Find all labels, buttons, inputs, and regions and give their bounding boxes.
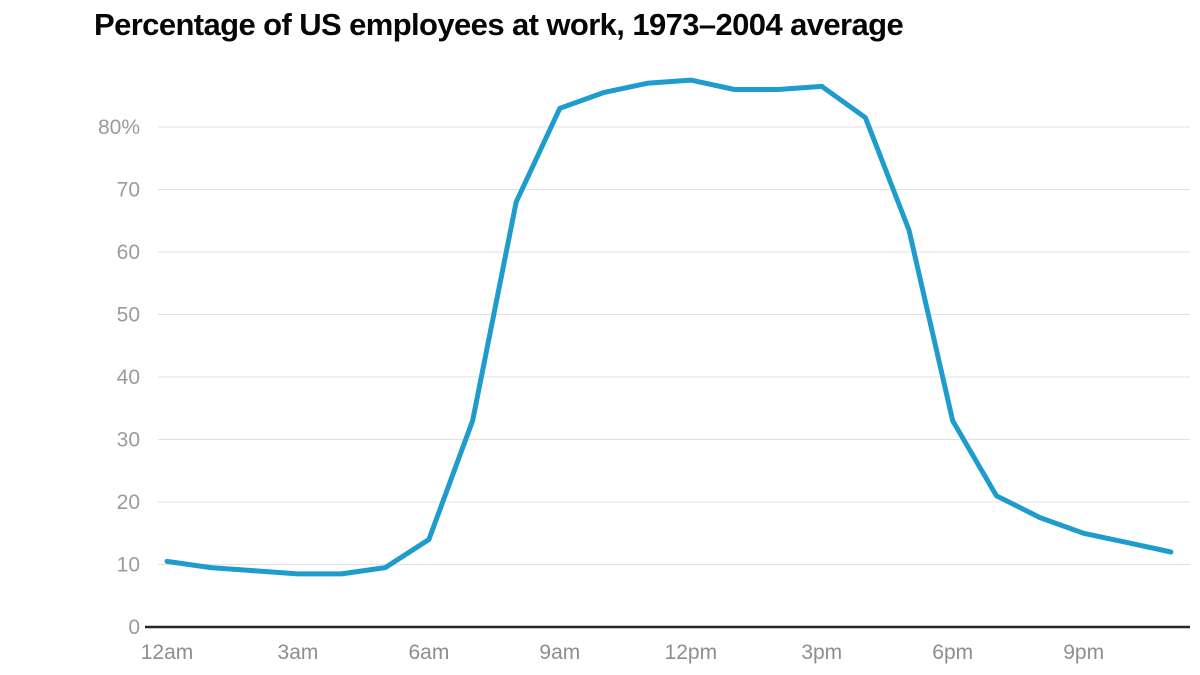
x-tick-label: 9pm	[1063, 641, 1104, 664]
x-tick-label: 6am	[408, 641, 449, 664]
y-tick-label: 70	[117, 179, 140, 202]
y-tick-label: 40	[117, 366, 140, 389]
x-tick-label: 3pm	[801, 641, 842, 664]
x-tick-label: 9am	[539, 641, 580, 664]
y-tick-label: 30	[117, 429, 140, 452]
y-tick-label: 50	[117, 304, 140, 327]
y-tick-label: 80%	[98, 116, 140, 139]
x-tick-label: 6pm	[932, 641, 973, 664]
y-tick-label: 20	[117, 491, 140, 514]
x-tick-label: 3am	[278, 641, 319, 664]
x-tick-label: 12pm	[665, 641, 718, 664]
y-tick-label: 10	[117, 554, 140, 577]
employees-at-work-line	[164, 77, 1174, 577]
y-tick-label: 0	[128, 616, 140, 639]
chart-title: Percentage of US employees at work, 1973…	[94, 7, 904, 42]
y-tick-label: 60	[117, 241, 140, 264]
x-tick-label: 12am	[141, 641, 194, 664]
